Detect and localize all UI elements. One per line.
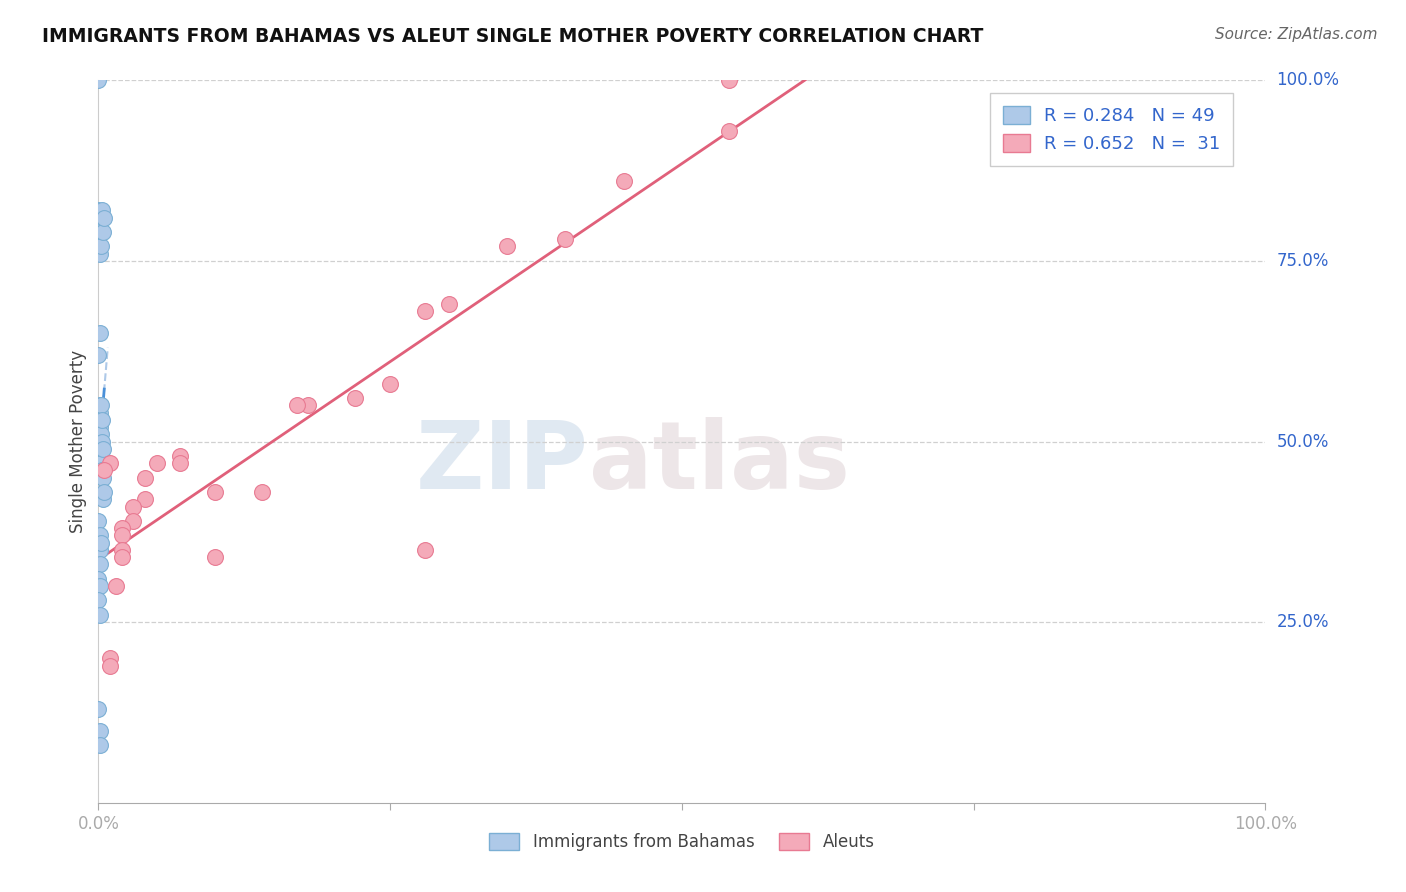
Point <box>437 297 460 311</box>
Text: 75.0%: 75.0% <box>1277 252 1329 270</box>
Point <box>89 528 111 542</box>
Point <box>89 542 111 557</box>
Text: 100.0%: 100.0% <box>1277 71 1340 89</box>
Point <box>87 203 110 218</box>
Point <box>496 239 519 253</box>
Point <box>90 456 112 470</box>
Point <box>90 434 112 449</box>
Point <box>204 550 226 565</box>
Point <box>90 427 112 442</box>
Point <box>87 593 110 607</box>
Text: Source: ZipAtlas.com: Source: ZipAtlas.com <box>1215 27 1378 42</box>
Point <box>90 239 112 253</box>
Point <box>413 542 436 557</box>
Point <box>89 427 111 442</box>
Text: 25.0%: 25.0% <box>1277 613 1329 632</box>
Point <box>87 463 110 477</box>
Point <box>344 391 367 405</box>
Point <box>717 73 740 87</box>
Point <box>87 73 110 87</box>
Point <box>90 442 112 456</box>
Y-axis label: Single Mother Poverty: Single Mother Poverty <box>69 350 87 533</box>
Point <box>87 572 110 586</box>
Point <box>91 442 114 456</box>
Point <box>90 463 112 477</box>
Point <box>89 398 111 412</box>
Point <box>89 326 111 340</box>
Point <box>413 304 436 318</box>
Point <box>111 528 134 542</box>
Text: IMMIGRANTS FROM BAHAMAS VS ALEUT SINGLE MOTHER POVERTY CORRELATION CHART: IMMIGRANTS FROM BAHAMAS VS ALEUT SINGLE … <box>42 27 984 45</box>
Point <box>297 398 319 412</box>
Point <box>89 420 111 434</box>
Point <box>89 738 111 752</box>
Point <box>122 500 145 514</box>
Point <box>89 413 111 427</box>
Point <box>90 398 112 412</box>
Point <box>91 225 114 239</box>
Point <box>87 348 110 362</box>
Point <box>87 514 110 528</box>
Point <box>87 211 110 225</box>
Point <box>89 225 111 239</box>
Point <box>134 492 156 507</box>
Point <box>204 485 226 500</box>
Point <box>380 376 402 391</box>
Point <box>717 124 740 138</box>
Point <box>98 456 121 470</box>
Point <box>93 463 115 477</box>
Point <box>111 521 134 535</box>
Point <box>89 558 111 572</box>
Point <box>250 485 273 500</box>
Point <box>87 449 110 463</box>
Point <box>613 174 636 188</box>
Point <box>90 413 112 427</box>
Point <box>89 449 111 463</box>
Point <box>104 579 127 593</box>
Point <box>122 514 145 528</box>
Point <box>87 442 110 456</box>
Point <box>146 456 169 470</box>
Point <box>89 723 111 738</box>
Point <box>87 456 110 470</box>
Point <box>91 492 114 507</box>
Point <box>111 550 134 565</box>
Point <box>98 651 121 665</box>
Point <box>89 246 111 260</box>
Point <box>554 232 576 246</box>
Point <box>90 203 112 218</box>
Legend: R = 0.284   N = 49, R = 0.652   N =  31: R = 0.284 N = 49, R = 0.652 N = 31 <box>990 93 1233 166</box>
Point <box>93 485 115 500</box>
Point <box>91 470 114 484</box>
Text: 50.0%: 50.0% <box>1277 433 1329 450</box>
Text: atlas: atlas <box>589 417 849 509</box>
Point <box>98 658 121 673</box>
Point <box>285 398 308 412</box>
Text: ZIP: ZIP <box>416 417 589 509</box>
Point <box>89 456 111 470</box>
Point <box>89 434 111 449</box>
Point <box>90 535 112 549</box>
Point <box>89 442 111 456</box>
Point <box>89 579 111 593</box>
Point <box>169 456 191 470</box>
Point <box>169 449 191 463</box>
Point <box>134 470 156 484</box>
Point <box>111 542 134 557</box>
Point <box>93 211 115 225</box>
Point <box>87 427 110 442</box>
Point <box>89 607 111 622</box>
Point <box>87 434 110 449</box>
Point <box>89 406 111 420</box>
Point <box>87 702 110 716</box>
